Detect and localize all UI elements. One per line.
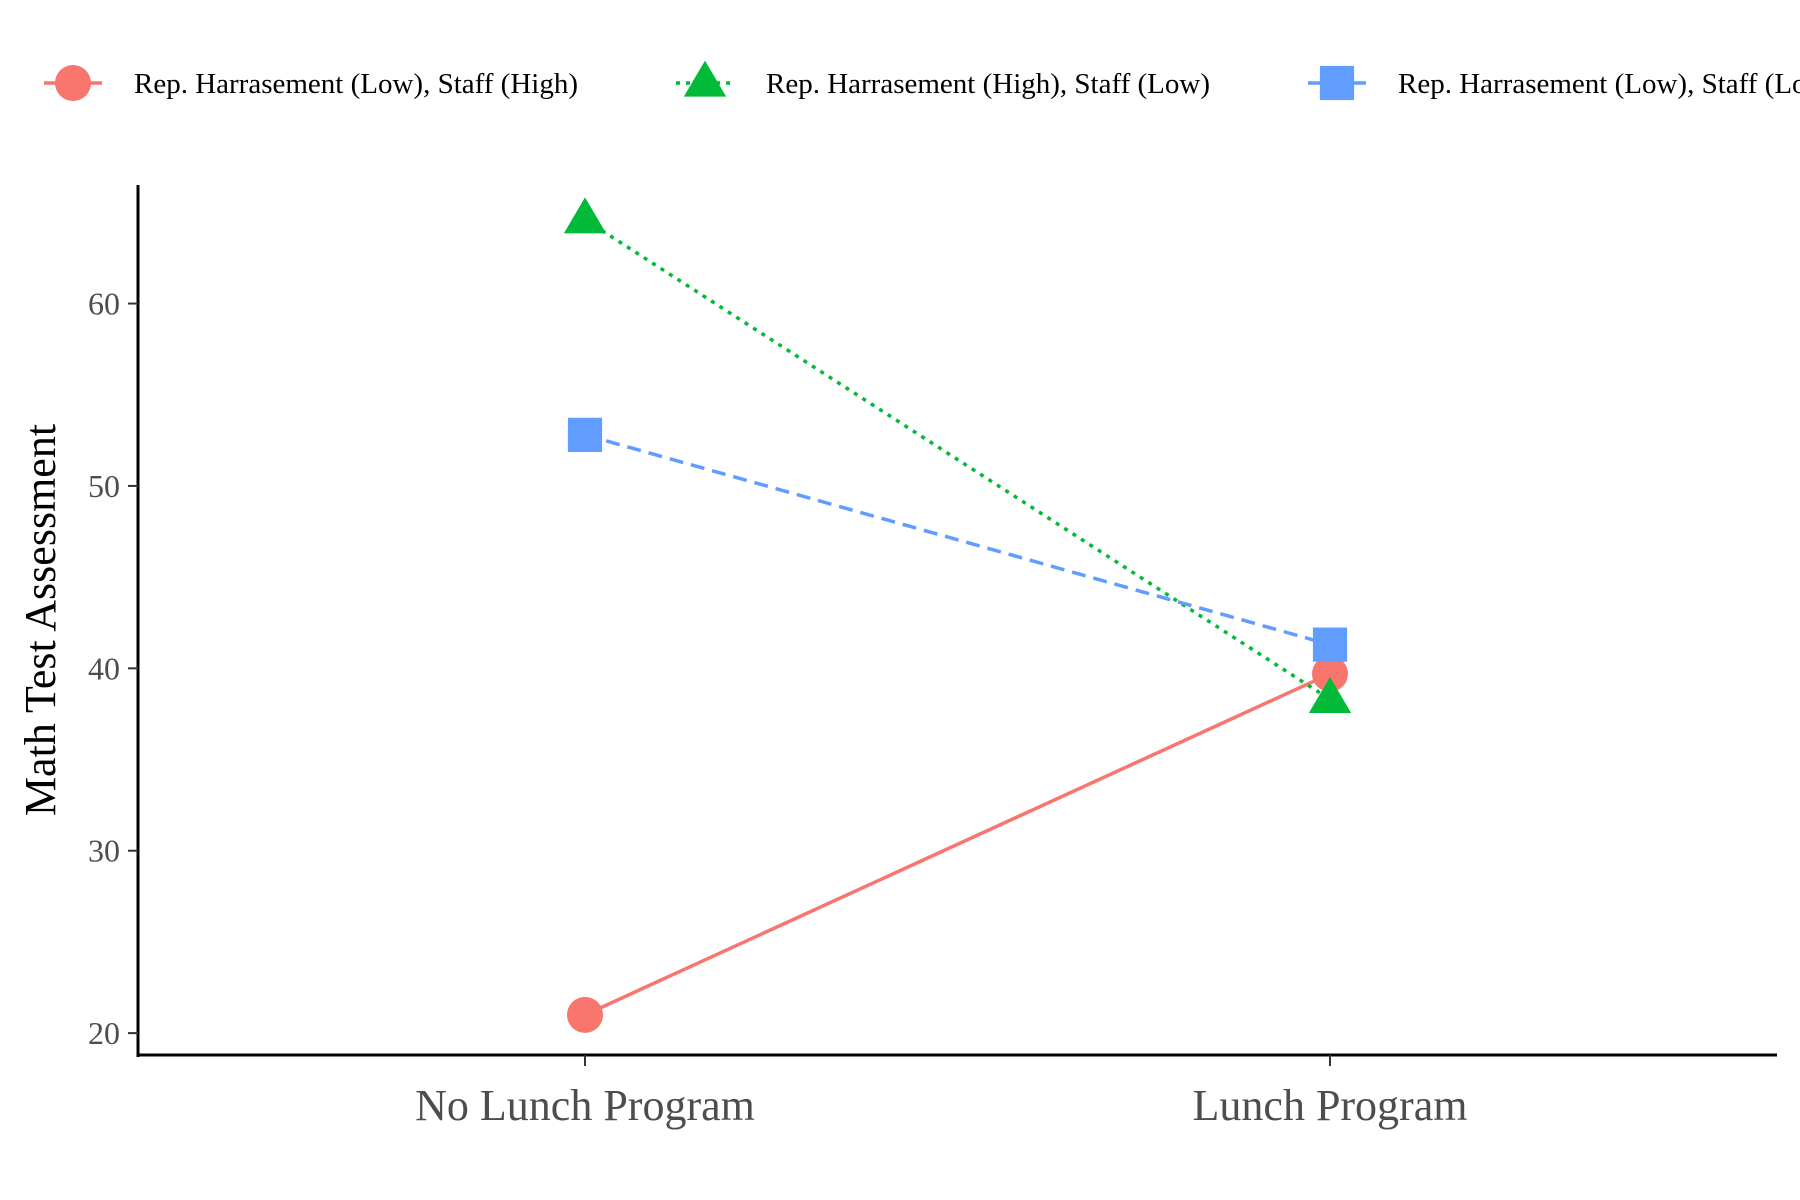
x-axis: No Lunch Program Lunch Program: [137, 1053, 1777, 1130]
series-line: [584, 433, 1331, 647]
data-point: [1308, 677, 1352, 714]
legend-label: Rep. Harrasement (Low), Staff (Low): [1398, 68, 1800, 100]
plot-area: [563, 197, 1352, 1033]
data-point: [563, 197, 607, 234]
data-point: [567, 996, 603, 1033]
series-line: [584, 218, 1331, 701]
y-tick-label: 20: [88, 1015, 120, 1051]
x-tick-label: Lunch Program: [1193, 1081, 1468, 1130]
series-line: [584, 672, 1331, 1017]
y-axis-title: Math Test Assessment: [16, 424, 65, 816]
legend-key-marker: [55, 65, 91, 101]
y-axis: 20 30 40 50 60: [88, 185, 140, 1057]
data-point: [1312, 655, 1348, 692]
x-tick-label: No Lunch Program: [415, 1081, 755, 1130]
y-tick-label: 40: [88, 650, 120, 686]
legend-key-marker: [683, 60, 727, 97]
legend-label: Rep. Harrasement (Low), Staff (High): [134, 68, 578, 100]
data-point: [1312, 627, 1348, 662]
legend-key-marker: [1319, 65, 1355, 101]
data-point: [567, 417, 603, 452]
y-tick-label: 60: [88, 286, 120, 322]
legend: Rep. Harrasement (Low), Staff (High) Rep.…: [44, 60, 1800, 101]
y-tick-label: 30: [88, 833, 120, 869]
legend-label: Rep. Harrasement (High), Staff (Low): [766, 68, 1210, 100]
y-tick-label: 50: [88, 468, 120, 504]
